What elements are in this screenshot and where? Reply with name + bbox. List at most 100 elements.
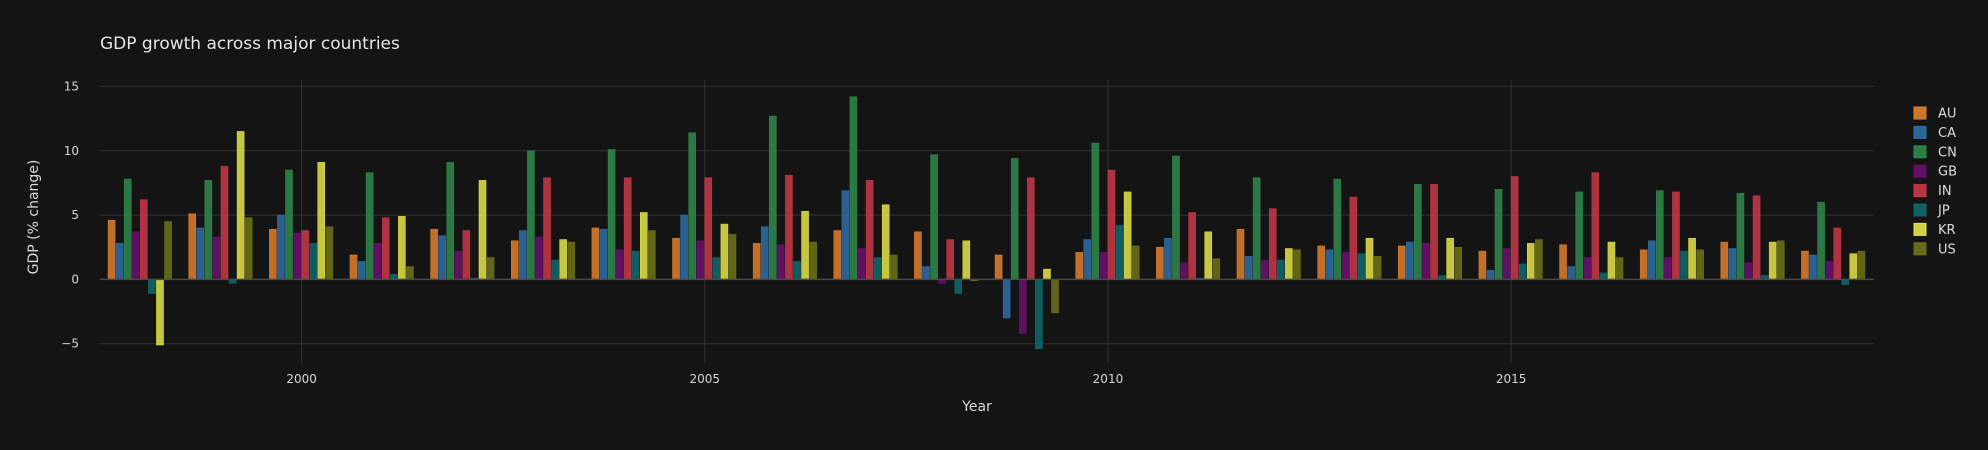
bar-us-2019[interactable] — [1857, 250, 1866, 280]
bar-gb-1999[interactable] — [212, 236, 221, 280]
bar-gb-2009[interactable] — [1019, 279, 1027, 334]
bar-kr-2012[interactable] — [1285, 248, 1293, 280]
bar-in-2019[interactable] — [1833, 227, 1841, 280]
bar-ca-2016[interactable] — [1567, 266, 1575, 280]
bar-us-2018[interactable] — [1776, 240, 1785, 280]
bar-kr-2002[interactable] — [478, 180, 487, 280]
bar-cn-2003[interactable] — [527, 150, 535, 280]
bar-kr-2003[interactable] — [559, 239, 567, 280]
bar-jp-2004[interactable] — [631, 250, 640, 280]
bar-us-2003[interactable] — [567, 241, 576, 280]
bar-in-2009[interactable] — [1027, 177, 1035, 280]
bar-jp-2019[interactable] — [1841, 279, 1850, 285]
bar-jp-2015[interactable] — [1518, 263, 1527, 280]
bar-gb-2003[interactable] — [535, 236, 543, 280]
bar-us-2002[interactable] — [486, 257, 495, 280]
bar-cn-2019[interactable] — [1817, 201, 1825, 280]
bar-gb-2005[interactable] — [696, 240, 705, 280]
bar-cn-2015[interactable] — [1494, 189, 1503, 280]
bar-us-2004[interactable] — [648, 230, 656, 280]
legend-item-kr[interactable]: KR — [1913, 222, 1956, 238]
bar-us-2005[interactable] — [728, 234, 737, 280]
bar-gb-2004[interactable] — [615, 249, 624, 280]
bar-au-1998[interactable] — [107, 219, 116, 280]
bar-ca-2011[interactable] — [1164, 237, 1172, 280]
bar-au-2005[interactable] — [672, 237, 680, 280]
bar-gb-2019[interactable] — [1825, 261, 1833, 280]
bar-us-2016[interactable] — [1615, 257, 1624, 280]
bar-au-2006[interactable] — [752, 243, 761, 280]
bar-kr-2018[interactable] — [1768, 241, 1777, 280]
bar-gb-2006[interactable] — [777, 244, 785, 280]
bar-us-2010[interactable] — [1131, 245, 1140, 280]
legend-item-cn[interactable]: CN — [1913, 145, 1957, 160]
bar-ca-2006[interactable] — [760, 226, 769, 280]
bar-gb-2001[interactable] — [373, 243, 382, 280]
bar-jp-2007[interactable] — [873, 257, 882, 280]
bar-in-2003[interactable] — [543, 177, 551, 280]
bar-kr-2004[interactable] — [640, 212, 648, 280]
bar-gb-2017[interactable] — [1664, 257, 1672, 280]
bar-ca-2001[interactable] — [357, 261, 366, 280]
bar-gb-1998[interactable] — [132, 231, 140, 280]
bar-kr-2013[interactable] — [1365, 237, 1374, 280]
bar-ca-2014[interactable] — [1406, 241, 1414, 280]
bar-in-2008[interactable] — [946, 239, 954, 280]
bar-in-2011[interactable] — [1188, 212, 1196, 280]
bar-kr-1998[interactable] — [156, 279, 164, 346]
bar-ca-2013[interactable] — [1325, 249, 1333, 280]
bar-us-2013[interactable] — [1373, 255, 1382, 280]
bar-us-2007[interactable] — [889, 254, 898, 280]
bar-cn-2006[interactable] — [769, 115, 777, 280]
bar-jp-2003[interactable] — [551, 259, 559, 280]
bar-cn-2000[interactable] — [285, 169, 293, 280]
bar-jp-2006[interactable] — [793, 261, 801, 280]
bar-cn-1998[interactable] — [123, 178, 132, 280]
bar-us-1998[interactable] — [164, 221, 172, 280]
bar-ca-1998[interactable] — [115, 243, 124, 280]
bar-jp-1998[interactable] — [148, 279, 156, 294]
legend-item-gb[interactable]: GB — [1913, 164, 1957, 180]
bar-in-2010[interactable] — [1107, 169, 1116, 280]
legend-item-au[interactable]: AU — [1913, 106, 1956, 122]
bar-gb-2010[interactable] — [1099, 252, 1108, 280]
bar-in-1998[interactable] — [140, 199, 148, 280]
bar-cn-2013[interactable] — [1333, 178, 1342, 280]
bar-au-2003[interactable] — [511, 240, 519, 280]
bar-au-1999[interactable] — [188, 213, 197, 280]
bar-kr-2007[interactable] — [881, 204, 890, 280]
bar-au-2015[interactable] — [1478, 250, 1487, 280]
bar-jp-2013[interactable] — [1357, 253, 1366, 280]
bar-au-2019[interactable] — [1801, 250, 1809, 280]
bar-ca-2008[interactable] — [922, 266, 930, 280]
bar-in-2013[interactable] — [1349, 196, 1358, 280]
bar-gb-2011[interactable] — [1180, 262, 1188, 280]
legend-item-jp[interactable]: JP — [1913, 203, 1950, 219]
bar-jp-2005[interactable] — [712, 257, 721, 280]
bar-in-2007[interactable] — [865, 180, 874, 280]
bar-gb-2000[interactable] — [293, 232, 301, 280]
bar-cn-2002[interactable] — [446, 162, 455, 280]
bar-in-2001[interactable] — [381, 217, 390, 280]
legend[interactable]: AU CA CN GB IN JP KR US — [1913, 106, 1957, 258]
bar-au-2018[interactable] — [1720, 241, 1729, 280]
bar-au-2016[interactable] — [1559, 244, 1567, 280]
bar-kr-2000[interactable] — [317, 162, 326, 280]
bar-gb-2014[interactable] — [1422, 243, 1430, 280]
bar-cn-2016[interactable] — [1575, 191, 1583, 280]
bar-gb-2013[interactable] — [1341, 252, 1350, 280]
bar-au-2017[interactable] — [1639, 249, 1648, 280]
bar-kr-2015[interactable] — [1527, 243, 1535, 280]
bar-au-2013[interactable] — [1317, 245, 1325, 280]
bar-jp-2000[interactable] — [309, 243, 317, 280]
bar-ca-2018[interactable] — [1728, 248, 1737, 280]
legend-item-in[interactable]: IN — [1913, 184, 1952, 199]
bar-au-2007[interactable] — [833, 230, 842, 280]
bar-cn-1999[interactable] — [204, 180, 213, 280]
bar-kr-2014[interactable] — [1446, 237, 1454, 280]
bar-ca-2005[interactable] — [680, 214, 688, 280]
bar-ca-1999[interactable] — [196, 227, 205, 280]
bar-kr-2017[interactable] — [1688, 237, 1696, 280]
bar-ca-2002[interactable] — [438, 235, 446, 280]
bar-in-2006[interactable] — [785, 174, 793, 280]
